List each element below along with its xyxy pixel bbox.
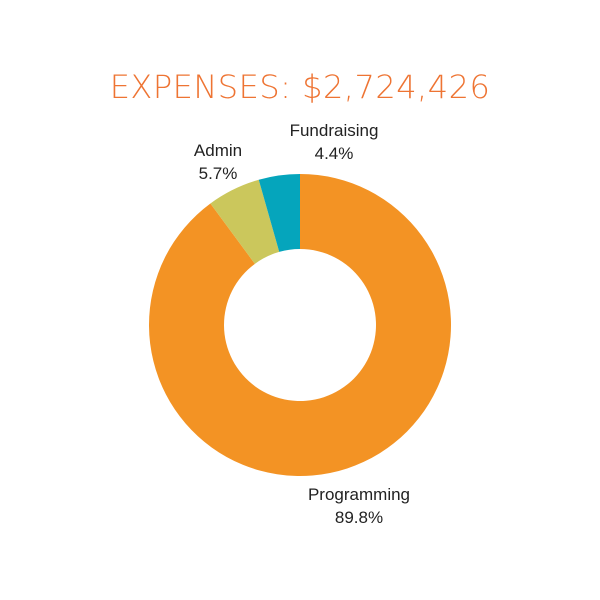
slice-programming: [148, 174, 451, 477]
slice-value-programming: 89.8%: [335, 508, 383, 527]
slice-value-admin: 5.7%: [199, 164, 238, 183]
slice-admin: [210, 179, 280, 264]
slice-fundraising: [258, 174, 300, 252]
slice-value-fundraising: 4.4%: [315, 144, 354, 163]
slice-label-programming: Programming: [308, 485, 410, 504]
chart-title: EXPENSES: $2,724,426: [109, 68, 491, 106]
slice-label-admin: Admin: [194, 141, 242, 160]
slice-label-fundraising: Fundraising: [290, 121, 379, 140]
